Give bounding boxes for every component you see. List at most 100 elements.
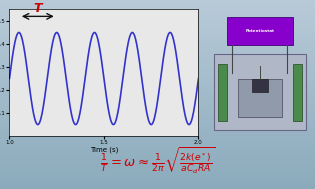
Text: $\frac{1}{T} = \omega \approx \frac{1}{2\pi}\sqrt{\frac{2k(e^*)}{aC_dRA}}$: $\frac{1}{T} = \omega \approx \frac{1}{2… [100,145,215,176]
Bar [0,142,315,144]
Bar [0,104,315,106]
Bar [0,2,315,4]
Bar [0,187,315,189]
Bar [0,17,315,19]
Bar [0,19,315,21]
FancyBboxPatch shape [238,79,282,117]
Bar [0,23,315,25]
Bar [0,146,315,147]
Bar [0,36,315,38]
Bar [293,64,302,121]
Bar [0,62,315,64]
Bar [0,68,315,70]
Bar [0,28,315,30]
Bar [0,59,315,60]
Bar [0,51,315,53]
Bar [0,176,315,178]
Bar [0,119,315,121]
Bar [0,125,315,127]
Bar [0,123,315,125]
Bar [0,130,315,132]
Bar [0,127,315,129]
Bar [0,11,315,13]
Bar [0,183,315,185]
Bar [0,166,315,168]
Bar [0,164,315,166]
Bar [0,81,315,83]
Bar [0,140,315,142]
Bar [0,159,315,161]
Bar [0,21,315,23]
Bar [0,110,315,112]
Bar [0,6,315,8]
Bar [0,134,315,136]
Bar [0,89,315,91]
Bar [0,149,315,151]
Bar [0,85,315,87]
Bar [0,174,315,176]
Bar [0,72,315,74]
Bar [0,79,315,81]
Bar [0,45,315,47]
Bar [0,47,315,49]
Bar [0,98,315,100]
Bar [0,57,315,59]
Bar [0,181,315,183]
Bar [0,113,315,115]
Bar [0,153,315,155]
Bar [0,112,315,113]
Bar [0,106,315,108]
Bar [0,102,315,104]
Bar [0,76,315,77]
Bar [0,178,315,180]
Bar [0,34,315,36]
Bar [0,157,315,159]
Bar [0,60,315,62]
Bar [0,66,315,68]
Bar [0,0,315,2]
Bar [0,93,315,94]
Bar [0,8,315,9]
Bar [0,53,315,55]
Bar [0,4,315,6]
Bar [0,185,315,187]
Bar [0,170,315,172]
Bar [0,121,315,123]
Bar [0,129,315,130]
X-axis label: Time (s): Time (s) [90,147,118,153]
Bar [0,138,315,140]
Bar [0,30,315,32]
FancyBboxPatch shape [227,17,293,45]
Bar [0,26,315,28]
FancyBboxPatch shape [214,54,306,130]
Bar [0,115,315,117]
Text: Potentiostat: Potentiostat [245,29,274,33]
Bar [0,96,315,98]
Bar [0,13,315,15]
Bar [0,108,315,110]
Bar [0,117,315,119]
Bar [0,83,315,85]
Bar [0,15,315,17]
Bar [0,172,315,174]
Bar [0,168,315,170]
Bar [0,49,315,51]
Bar [0,25,315,26]
Bar [0,70,315,72]
Bar [0,32,315,34]
Bar [0,155,315,157]
Bar [0,74,315,76]
Bar [0,147,315,149]
Bar [0,132,315,134]
Bar [0,161,315,163]
Bar [0,180,315,181]
Bar [0,43,315,45]
Bar [252,79,268,92]
Bar [0,163,315,164]
Bar [0,64,315,66]
Bar [0,151,315,153]
Bar [0,40,315,42]
Bar [0,9,315,11]
Text: T: T [34,2,42,15]
Bar [0,42,315,43]
